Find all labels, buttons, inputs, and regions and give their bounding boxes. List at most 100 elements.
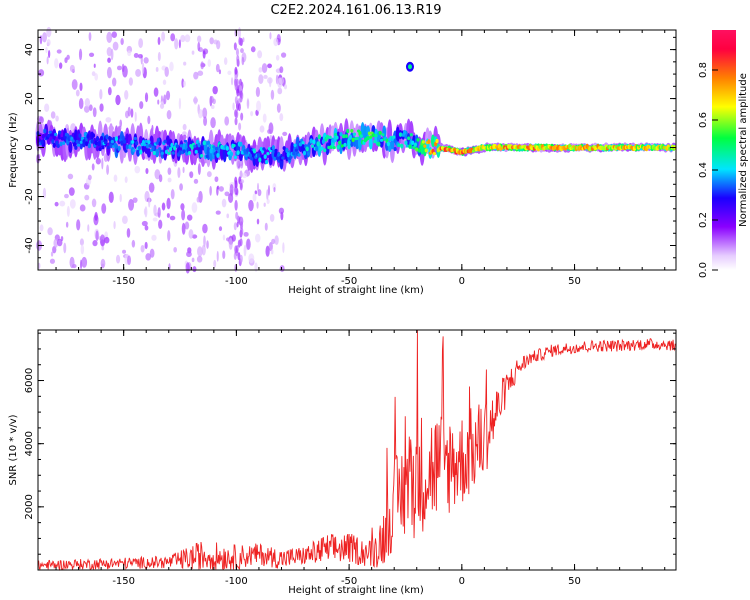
colorbar-tick-label: 0.0 bbox=[698, 262, 709, 278]
spectrum-speckle bbox=[55, 115, 59, 122]
spectrum-speckle bbox=[39, 35, 43, 45]
spectrum-speckle bbox=[105, 117, 112, 123]
spectrum-ridge-mark bbox=[277, 152, 281, 158]
spectrum-ridge-mark bbox=[197, 142, 201, 148]
spectrum-speckle bbox=[166, 213, 170, 218]
spectrum-speckle bbox=[101, 203, 107, 214]
spectrum-speckle bbox=[212, 85, 218, 95]
spectrum-speckle bbox=[197, 35, 202, 43]
spectrum-ridge-mark bbox=[53, 132, 58, 137]
spectrum-speckle bbox=[224, 116, 230, 126]
spectrum-speckle bbox=[84, 98, 91, 108]
spectrum-ridge-mark bbox=[402, 129, 407, 135]
spectrum-ridge-mark bbox=[407, 136, 411, 141]
spectrum-ridge-mark bbox=[393, 147, 397, 152]
spectrum-speckle bbox=[42, 32, 47, 43]
spectrum-speckle bbox=[56, 49, 62, 54]
spectrum-speckle bbox=[47, 49, 51, 59]
snr-background bbox=[38, 330, 676, 570]
spectrum-ridge-mark bbox=[325, 134, 330, 140]
spectrum-ridge-mark bbox=[170, 142, 174, 148]
spectrum-ridge-mark bbox=[347, 140, 351, 145]
spectrum-speckle bbox=[130, 108, 134, 118]
spectrum-speckle bbox=[46, 56, 49, 65]
spectrum-speckle bbox=[186, 251, 192, 258]
spectrum-ridge-mark bbox=[121, 135, 125, 141]
spectrum-ridge-mark bbox=[373, 139, 377, 144]
spectrum-speckle bbox=[196, 255, 203, 263]
spectrum-speckle bbox=[241, 172, 248, 179]
spectrum-speckle bbox=[189, 171, 194, 179]
spectrum-ridge-mark bbox=[155, 148, 160, 158]
spectrum-speckle bbox=[101, 157, 104, 170]
spectrum-speckle bbox=[50, 111, 56, 119]
spectrum-ridge-mark bbox=[427, 139, 431, 144]
spectrum-speckle bbox=[252, 193, 257, 202]
spectrum-ridge-mark bbox=[421, 140, 426, 144]
spectrum-ridge-mark bbox=[229, 151, 234, 157]
spectrum-ridge-mark bbox=[76, 143, 81, 147]
spectrum-ridge-mark bbox=[392, 135, 396, 139]
spectrum-ridge-mark bbox=[136, 148, 141, 157]
spectrum-ridge-mark bbox=[60, 136, 64, 141]
spectrum-speckle bbox=[126, 227, 131, 238]
y-tick-label: 4000 bbox=[24, 431, 35, 456]
spectrum-ridge-mark bbox=[97, 140, 101, 147]
spectrum-ridge-mark bbox=[175, 144, 179, 148]
spectrum-ridge-mark bbox=[163, 145, 168, 161]
spectrum-ridge-mark bbox=[262, 147, 266, 151]
spectrum-ridge-mark bbox=[239, 141, 243, 147]
spectrum-speckle bbox=[182, 131, 187, 136]
spectrum-ridge-mark bbox=[368, 136, 373, 150]
spectrum-ridge-mark bbox=[117, 145, 121, 152]
spectrum-ridge-mark bbox=[171, 151, 175, 155]
spectrum-speckle bbox=[222, 234, 226, 241]
spectrum-speckle bbox=[163, 94, 167, 105]
spectrum-speckle bbox=[265, 245, 270, 257]
spectrum-ridge-mark bbox=[193, 144, 197, 148]
spectrum-speckle bbox=[239, 254, 243, 263]
spectrum-ridge-mark bbox=[105, 134, 109, 140]
spectrum-ridge-mark bbox=[273, 156, 277, 161]
spectrum-speckle bbox=[237, 252, 241, 261]
spectrum-ridge-mark bbox=[417, 148, 422, 153]
spectrum-speckle bbox=[197, 163, 201, 176]
spectrum-speckle bbox=[201, 244, 206, 256]
spectrum-speckle bbox=[127, 255, 132, 266]
spectrum-speckle bbox=[255, 86, 260, 98]
spectrum-speckle bbox=[179, 183, 183, 191]
spectrum-speckle bbox=[139, 101, 144, 109]
spectrum-speckle bbox=[268, 242, 273, 252]
spectrum-ridge-mark bbox=[346, 128, 350, 134]
spectrum-ridge-mark bbox=[378, 130, 382, 135]
spectrum-speckle bbox=[241, 56, 245, 66]
spectrum-speckle bbox=[258, 74, 264, 85]
spectrum-ridge-mark bbox=[83, 131, 87, 138]
y-tick-label: -20 bbox=[24, 188, 35, 204]
spectrum-ridge-mark bbox=[41, 133, 46, 139]
spectrum-ridge-mark bbox=[47, 133, 51, 138]
spectrum-speckle bbox=[38, 116, 44, 124]
spectrum-speckle bbox=[263, 202, 266, 207]
spectrum-speckle bbox=[227, 70, 232, 75]
spectrum-speckle bbox=[134, 165, 141, 174]
spectrum-speckle bbox=[259, 125, 265, 133]
spectrum-speckle bbox=[273, 37, 279, 47]
spectrum-speckle bbox=[193, 178, 199, 184]
spectrum-speckle bbox=[165, 90, 171, 101]
spectrum-ridge-mark bbox=[101, 145, 105, 150]
spectrum-speckle bbox=[278, 207, 285, 215]
spectrum-speckle bbox=[127, 106, 131, 117]
spectrum-speckle bbox=[218, 69, 222, 75]
spectrum-ridge-mark bbox=[352, 132, 357, 136]
spectrum-speckle bbox=[191, 202, 198, 213]
spectrum-speckle bbox=[242, 37, 245, 43]
spectrum-speckle bbox=[240, 112, 244, 121]
spectrum-ridge-mark bbox=[367, 131, 371, 136]
snr-y-ticks: 2000 4000 6000 bbox=[24, 332, 676, 555]
spectrum-speckle bbox=[185, 262, 190, 274]
spectrum-ridge-mark bbox=[68, 141, 73, 154]
spectrum-ridge-mark bbox=[268, 153, 273, 166]
spectrum-ridge-mark bbox=[64, 132, 69, 137]
spectrum-ridge-mark bbox=[316, 141, 320, 147]
